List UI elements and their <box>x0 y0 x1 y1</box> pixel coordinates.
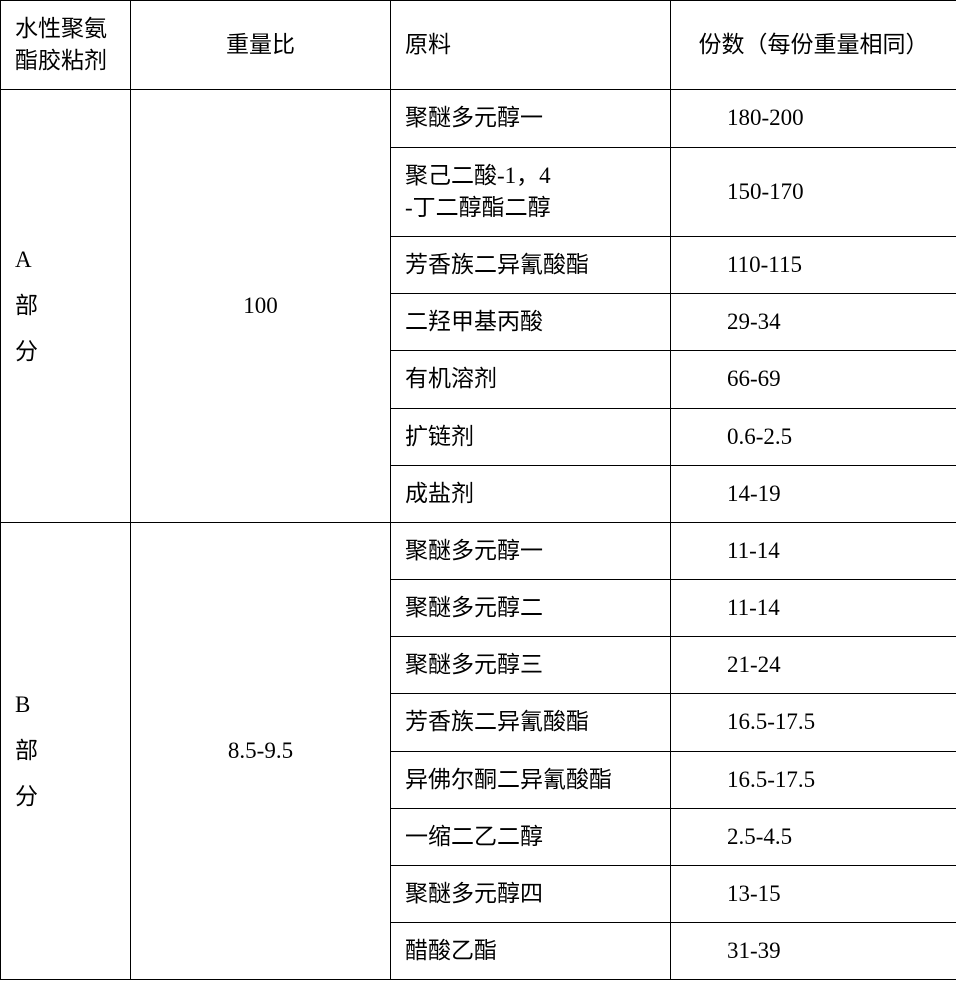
parts-cell: 11-14 <box>671 522 956 579</box>
material-cell: 聚己二酸-1，4-丁二醇酯二醇 <box>391 147 671 236</box>
table-row: B部分 8.5-9.5 聚醚多元醇一 11-14 <box>1 522 956 579</box>
adhesive-composition-table: 水性聚氨酯胶粘剂 重量比 原料 份数（每份重量相同） A部分 100 聚醚多元醇… <box>0 0 956 980</box>
parts-cell: 180-200 <box>671 90 956 147</box>
parts-cell: 110-115 <box>671 236 956 293</box>
table-header-row: 水性聚氨酯胶粘剂 重量比 原料 份数（每份重量相同） <box>1 1 956 90</box>
parts-cell: 14-19 <box>671 465 956 522</box>
material-cell: 聚醚多元醇一 <box>391 522 671 579</box>
material-cell: 一缩二乙二醇 <box>391 808 671 865</box>
parts-cell: 13-15 <box>671 866 956 923</box>
material-cell: 成盐剂 <box>391 465 671 522</box>
material-cell: 二羟甲基丙酸 <box>391 294 671 351</box>
parts-cell: 2.5-4.5 <box>671 808 956 865</box>
parts-cell: 16.5-17.5 <box>671 694 956 751</box>
header-col4: 份数（每份重量相同） <box>671 1 956 90</box>
parts-cell: 29-34 <box>671 294 956 351</box>
header-col3: 原料 <box>391 1 671 90</box>
material-cell: 聚醚多元醇二 <box>391 580 671 637</box>
material-cell: 芳香族二异氰酸酯 <box>391 236 671 293</box>
parts-cell: 150-170 <box>671 147 956 236</box>
header-col2: 重量比 <box>131 1 391 90</box>
material-cell: 芳香族二异氰酸酯 <box>391 694 671 751</box>
material-cell: 聚醚多元醇一 <box>391 90 671 147</box>
material-cell: 有机溶剂 <box>391 351 671 408</box>
table-row: A部分 100 聚醚多元醇一 180-200 <box>1 90 956 147</box>
parts-cell: 21-24 <box>671 637 956 694</box>
section-a-weight: 100 <box>131 90 391 523</box>
material-cell: 异佛尔酮二异氰酸酯 <box>391 751 671 808</box>
parts-cell: 0.6-2.5 <box>671 408 956 465</box>
section-b-weight: 8.5-9.5 <box>131 522 391 980</box>
parts-cell: 11-14 <box>671 580 956 637</box>
section-b-label: B部分 <box>1 522 131 980</box>
header-col1: 水性聚氨酯胶粘剂 <box>1 1 131 90</box>
material-cell: 扩链剂 <box>391 408 671 465</box>
material-cell: 醋酸乙酯 <box>391 923 671 980</box>
section-a-label: A部分 <box>1 90 131 523</box>
parts-cell: 31-39 <box>671 923 956 980</box>
parts-cell: 16.5-17.5 <box>671 751 956 808</box>
material-cell: 聚醚多元醇三 <box>391 637 671 694</box>
parts-cell: 66-69 <box>671 351 956 408</box>
material-cell: 聚醚多元醇四 <box>391 866 671 923</box>
